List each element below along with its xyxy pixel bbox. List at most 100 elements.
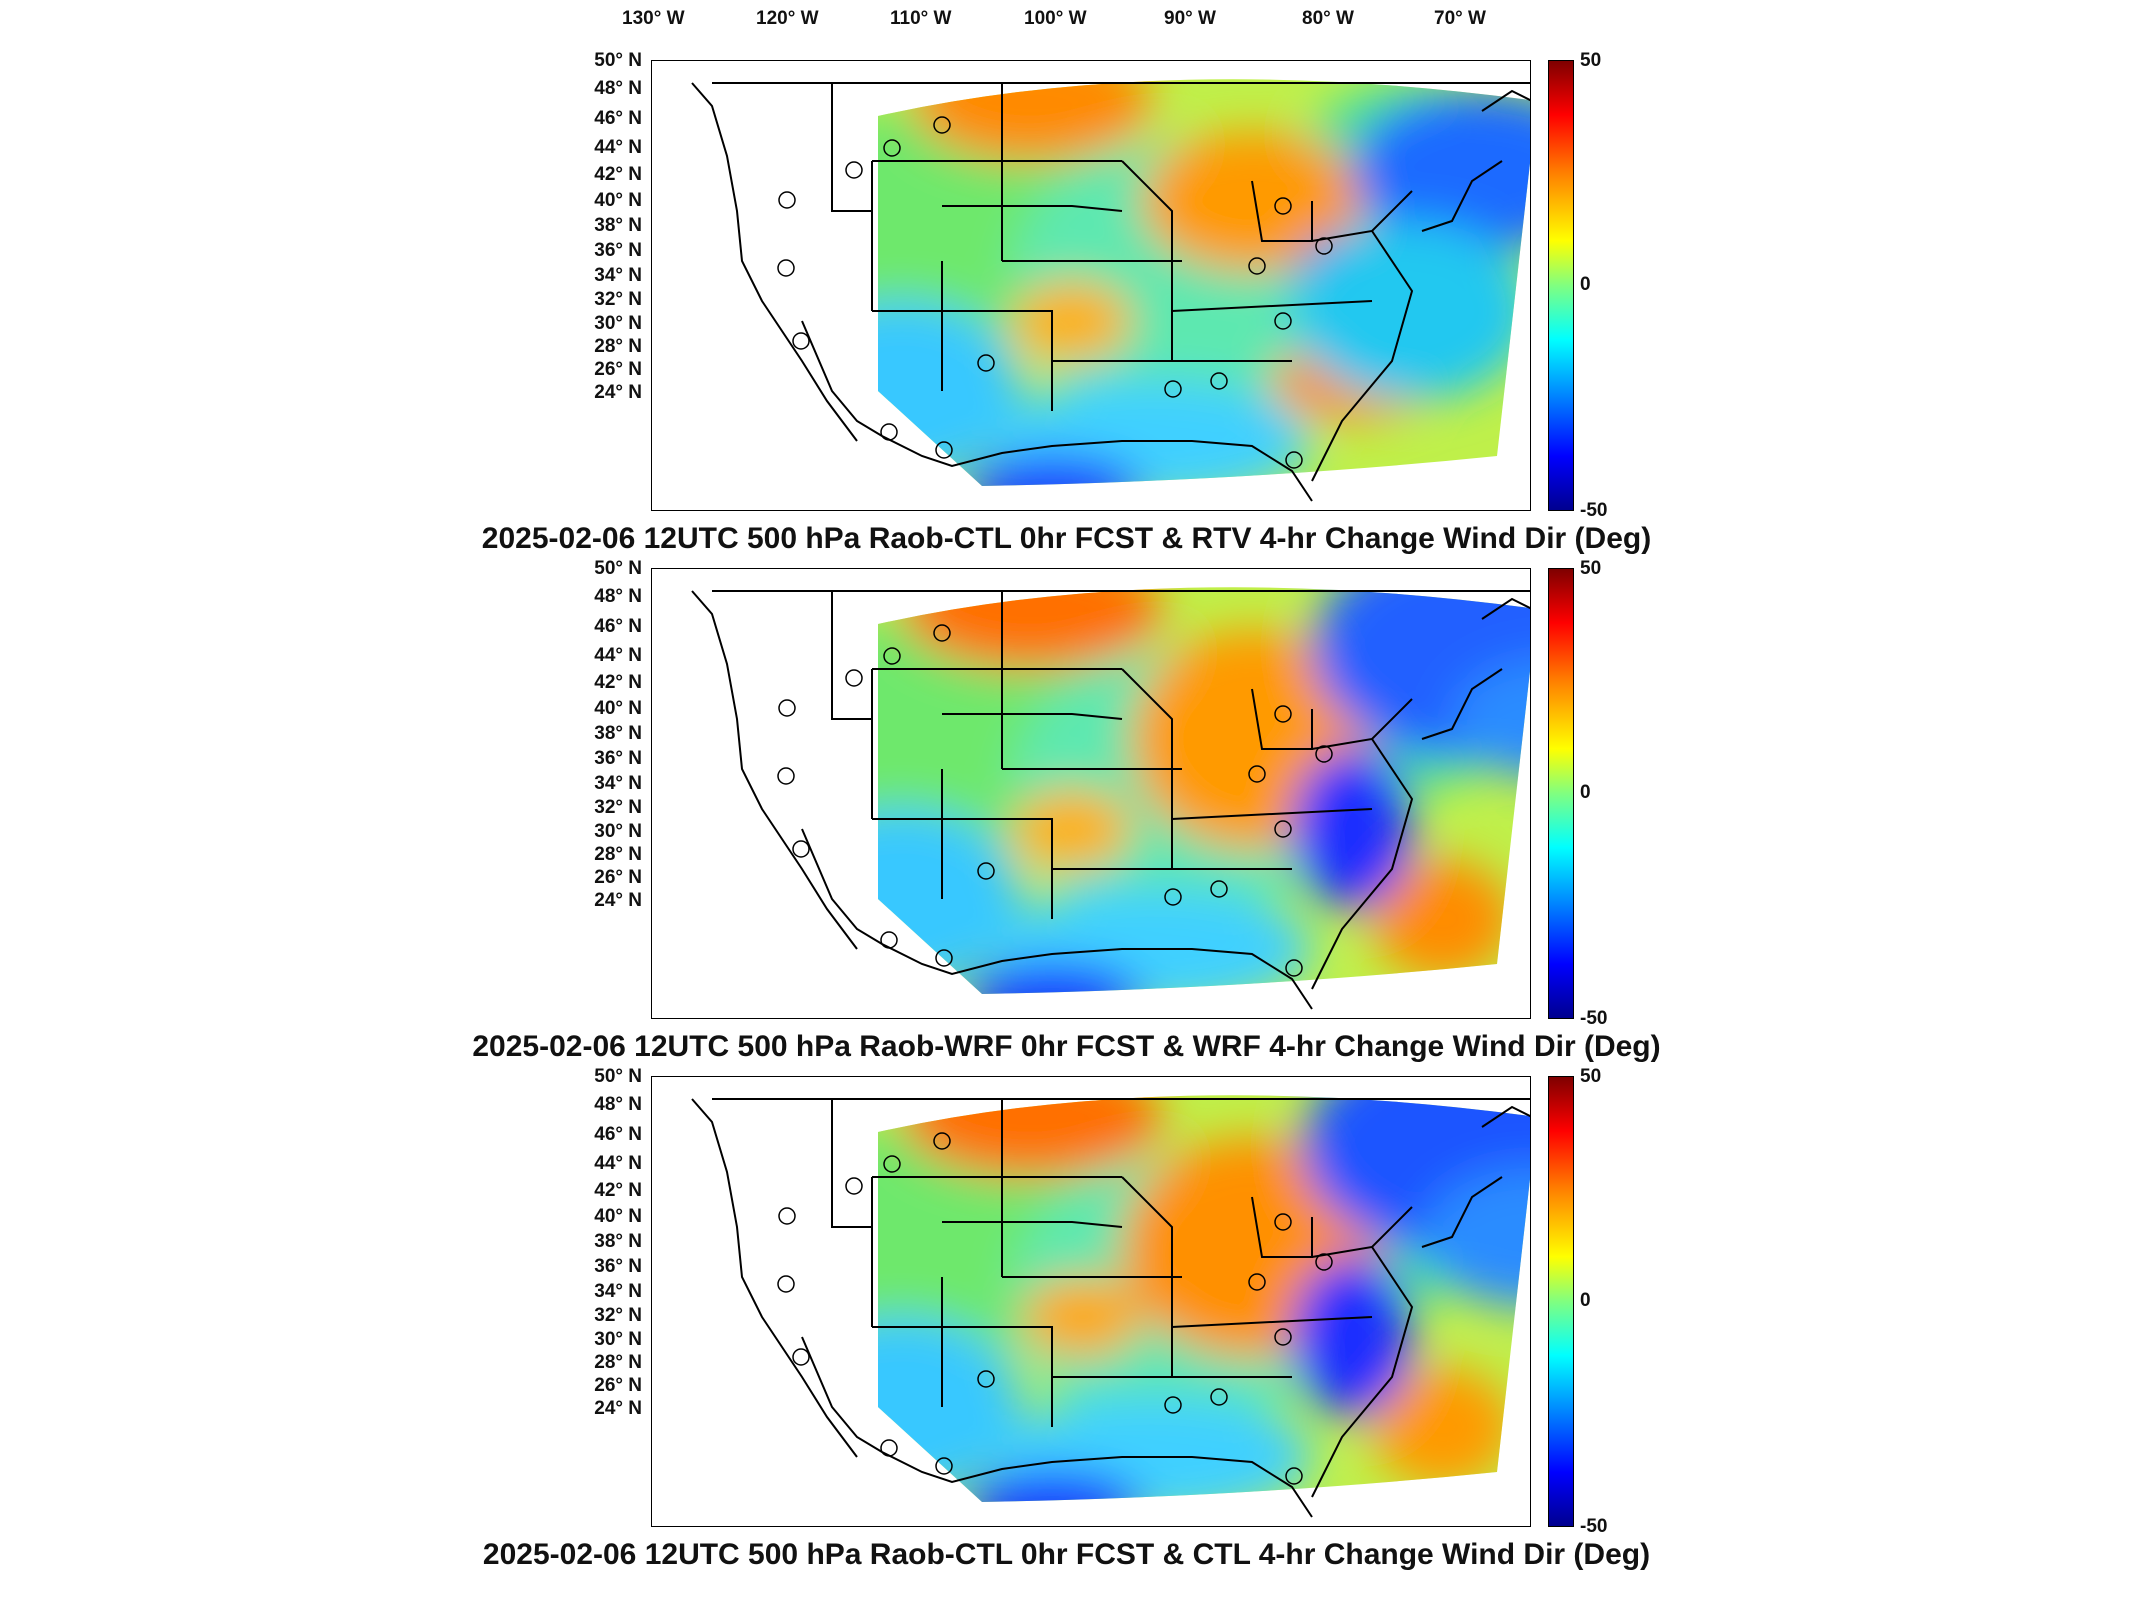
station-circle-icon <box>1285 451 1303 469</box>
station-circle-icon <box>1285 1467 1303 1485</box>
lat-label: 50° N <box>594 1066 642 1087</box>
field-anomaly <box>902 587 1162 669</box>
colorbar-min-label: -50 <box>1580 1008 1608 1029</box>
lon-label: 130° W <box>622 8 685 29</box>
boundary-line <box>942 713 1123 720</box>
station-circle-icon <box>778 699 796 717</box>
colorbar <box>1548 1076 1574 1527</box>
boundary-line <box>1481 1105 1530 1128</box>
field-anomaly <box>1352 91 1530 251</box>
colorbar <box>1548 568 1574 1019</box>
colorbar-min-label: -50 <box>1580 1516 1608 1537</box>
lat-label: 48° N <box>594 1094 642 1115</box>
lat-label: 48° N <box>594 78 642 99</box>
station-circle-icon <box>933 1132 951 1150</box>
station-circle-icon <box>880 931 898 949</box>
boundary-line <box>801 828 1313 1010</box>
boundary-line <box>1251 688 1313 750</box>
lat-label: 26° N <box>594 1375 642 1396</box>
boundary-line <box>1171 808 1373 820</box>
colorbar-mid-label: 0 <box>1580 782 1591 803</box>
station-circle-icon <box>933 116 951 134</box>
lat-label: 34° N <box>594 1281 642 1302</box>
field-anomaly <box>1022 1277 1142 1357</box>
colorbar-mid-label: 0 <box>1580 274 1591 295</box>
colorbar-max-label: 50 <box>1580 558 1602 579</box>
boundary-line <box>1311 230 1414 482</box>
boundary-line <box>1421 160 1503 232</box>
boundary-line <box>1311 738 1414 990</box>
station-circle-icon <box>880 423 898 441</box>
boundary-line <box>1251 1196 1313 1258</box>
panel-title: 2025-02-06 12UTC 500 hPa Raob-CTL 0hr FC… <box>481 522 1652 555</box>
field-anomaly <box>962 964 1142 995</box>
lat-label: 42° N <box>594 1180 642 1201</box>
field-anomaly <box>1372 1367 1512 1487</box>
station-circle-icon <box>935 1457 953 1475</box>
station-circle-icon <box>977 862 995 880</box>
field-anomaly <box>1292 221 1530 401</box>
boundary-line <box>831 591 872 720</box>
station-circle-icon <box>1248 1273 1266 1291</box>
map-frame <box>651 60 1531 511</box>
boundary-line <box>1421 668 1503 740</box>
boundary-line <box>872 818 1053 919</box>
panel-title: 2025-02-06 12UTC 500 hPa Raob-WRF 0hr FC… <box>472 1030 1661 1063</box>
boundary-line <box>872 310 1053 411</box>
boundary-line <box>691 1098 858 1458</box>
station-circle-icon <box>1274 705 1292 723</box>
field-anomaly <box>1012 281 1132 361</box>
lon-label: 80° W <box>1302 8 1354 29</box>
lat-label: 28° N <box>594 1352 642 1373</box>
boundary-line <box>691 590 858 950</box>
field-anomaly <box>1312 587 1530 759</box>
field-anomaly <box>1372 859 1512 979</box>
panel-title: 2025-02-06 12UTC 500 hPa Raob-CTL 0hr FC… <box>482 1538 1651 1571</box>
lat-label: 46° N <box>594 616 642 637</box>
colorbar <box>1548 60 1574 511</box>
colorbar-mid-label: 0 <box>1580 1290 1591 1311</box>
lat-label: 44° N <box>594 137 642 158</box>
map-panel-3: 50° N 48° N 46° N 44° N 42° N 40° N 38° N 36° N… <box>0 1066 2133 1576</box>
field-region <box>878 809 1022 989</box>
station-circle-icon <box>1285 959 1303 977</box>
station-circle-icon <box>845 161 863 179</box>
field-anomaly <box>1142 131 1362 271</box>
station-circle-icon <box>792 332 810 350</box>
lat-label: 42° N <box>594 672 642 693</box>
station-circle-icon <box>935 441 953 459</box>
station-circle-icon <box>845 1177 863 1195</box>
station-circle-icon <box>977 354 995 372</box>
field-anomaly <box>1452 659 1530 779</box>
field-anomaly <box>1302 1095 1530 1257</box>
station-circle-icon <box>792 1348 810 1366</box>
lat-label: 40° N <box>594 1206 642 1227</box>
lat-label: 40° N <box>594 190 642 211</box>
station-circle-icon <box>883 139 901 157</box>
station-circle-icon <box>1164 380 1182 398</box>
station-circle-icon <box>1248 257 1266 275</box>
lat-label: 46° N <box>594 108 642 129</box>
lat-label: 36° N <box>594 1256 642 1277</box>
lat-label: 46° N <box>594 1124 642 1145</box>
map-frame <box>651 1076 1531 1527</box>
lat-label: 38° N <box>594 723 642 744</box>
field-region <box>878 1317 1022 1497</box>
lon-label: 70° W <box>1434 8 1486 29</box>
station-circle-icon <box>1274 312 1292 330</box>
lat-label: 36° N <box>594 748 642 769</box>
lat-label: 42° N <box>594 164 642 185</box>
station-circle-icon <box>1315 1253 1333 1271</box>
boundary-line <box>831 83 872 212</box>
station-circle-icon <box>1210 880 1228 898</box>
lat-label: 36° N <box>594 240 642 261</box>
station-circle-icon <box>1274 820 1292 838</box>
station-circle-icon <box>1315 237 1333 255</box>
lat-label: 26° N <box>594 867 642 888</box>
lat-label: 40° N <box>594 698 642 719</box>
wind-direction-map <box>691 79 1530 502</box>
station-circle-icon <box>1164 888 1182 906</box>
lat-label: 30° N <box>594 1329 642 1350</box>
field-anomaly <box>1422 1167 1530 1307</box>
lat-label: 34° N <box>594 773 642 794</box>
